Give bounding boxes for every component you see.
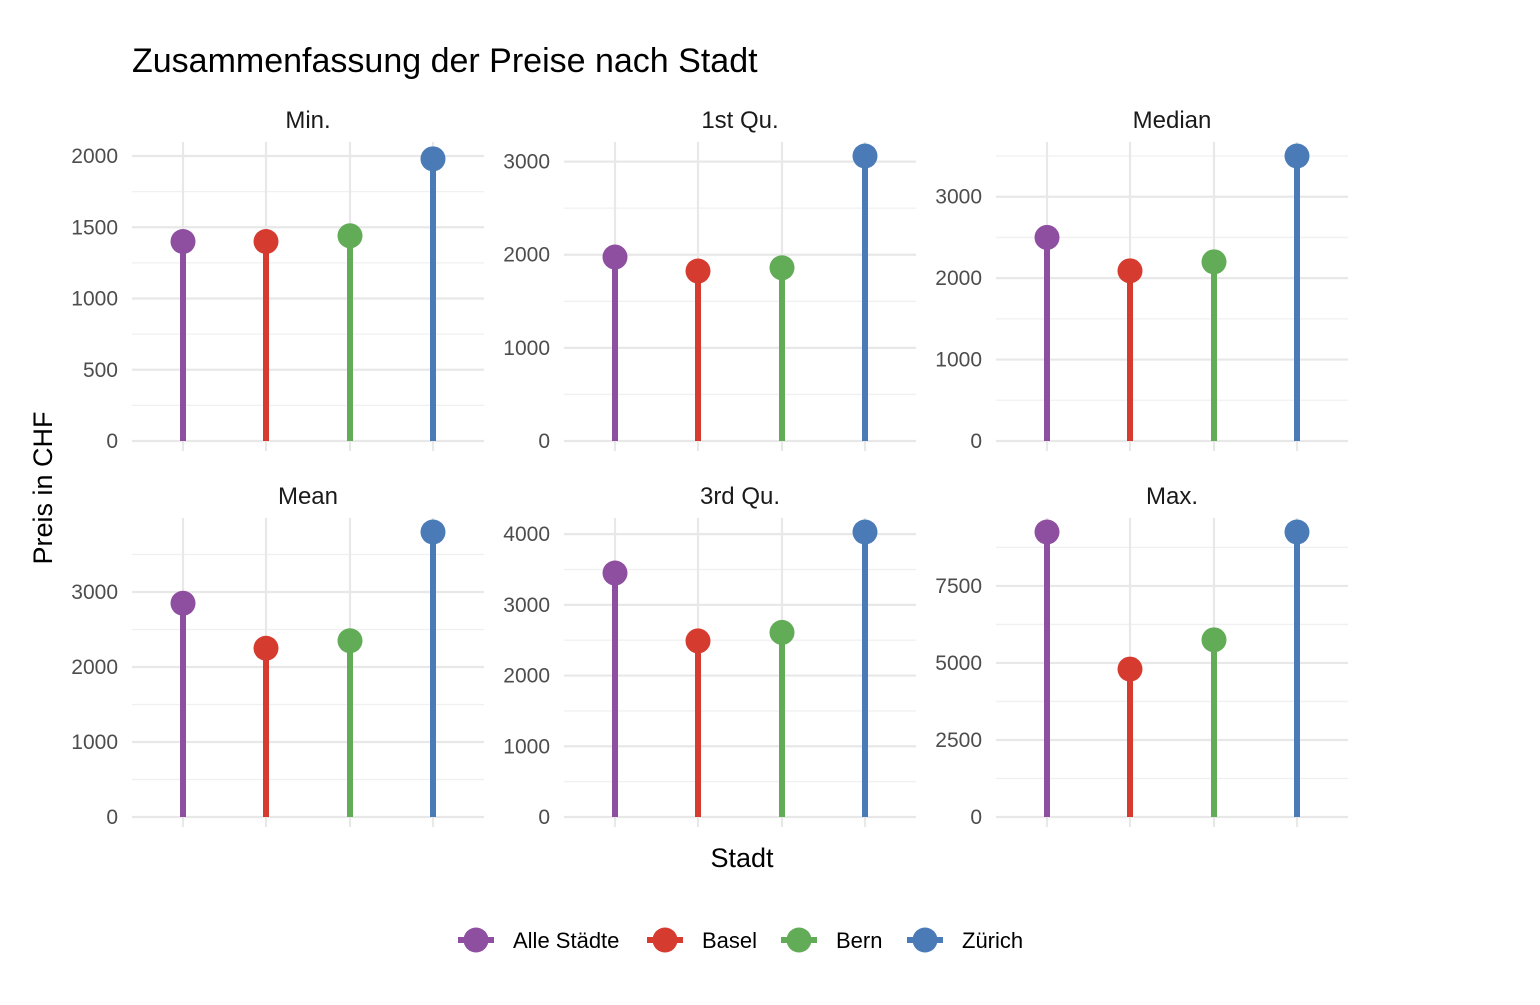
y-tick-label: 5000 bbox=[935, 652, 982, 675]
lollipop-point-zuerich bbox=[1284, 143, 1310, 169]
y-tick-label: 1000 bbox=[71, 288, 118, 311]
facet-label-min: Min. bbox=[285, 107, 330, 134]
lollipop-point-zuerich bbox=[852, 143, 878, 169]
lollipop-point-bern bbox=[1201, 249, 1227, 275]
legend-label: Bern bbox=[836, 928, 882, 953]
lollipop-point-bern bbox=[337, 628, 363, 654]
lollipop-point-bern bbox=[769, 619, 795, 645]
legend-key-point bbox=[463, 927, 489, 953]
legend-item-bern: Bern bbox=[781, 927, 882, 953]
y-tick-label: 2000 bbox=[71, 145, 118, 168]
facet-panels: Min. 0 500 1000 1500 2000 1st Qu. 0 1000 2000 3000… bbox=[71, 107, 1348, 829]
lollipop-point-alle-staedte bbox=[170, 229, 196, 254]
legend-key-point bbox=[652, 927, 678, 953]
lollipop-point-basel bbox=[685, 628, 711, 654]
lollipop-point-zuerich bbox=[420, 519, 446, 545]
lollipop-point-basel bbox=[253, 229, 279, 254]
y-tick-label: 1000 bbox=[71, 731, 118, 754]
facet-label-1st-qu: 1st Qu. bbox=[701, 107, 778, 134]
facet-panel-min: Min. 0 500 1000 1500 2000 bbox=[71, 107, 484, 453]
lollipop-point-basel bbox=[1117, 258, 1143, 284]
legend-key-point bbox=[786, 927, 812, 953]
y-tick-label: 2000 bbox=[71, 656, 118, 679]
chart-title: Zusammenfassung der Preise nach Stadt bbox=[132, 42, 758, 80]
y-tick-label: 1000 bbox=[503, 337, 550, 360]
y-tick-label: 500 bbox=[83, 359, 118, 382]
lollipop-point-basel bbox=[1117, 656, 1143, 682]
y-tick-label: 3000 bbox=[71, 581, 118, 604]
legend-key-point bbox=[912, 927, 938, 953]
lollipop-point-alle-staedte bbox=[602, 560, 628, 586]
y-tick-label: 0 bbox=[538, 430, 550, 453]
facet-panel-1st-qu: 1st Qu. 0 1000 2000 3000 bbox=[503, 107, 916, 453]
y-tick-label: 0 bbox=[106, 806, 118, 829]
lollipop-point-basel bbox=[253, 635, 279, 661]
lollipop-point-alle-staedte bbox=[1034, 519, 1060, 545]
lollipop-point-bern bbox=[769, 255, 795, 281]
legend-label: Basel bbox=[702, 928, 757, 953]
y-tick-label: 4000 bbox=[503, 523, 550, 546]
y-tick-label: 1000 bbox=[935, 349, 982, 372]
y-tick-label: 1500 bbox=[71, 216, 118, 239]
legend-label: Zürich bbox=[962, 928, 1023, 953]
facet-label-mean: Mean bbox=[278, 483, 338, 510]
facet-panel-median: Median 0 1000 2000 3000 bbox=[935, 107, 1348, 453]
y-tick-label: 0 bbox=[538, 806, 550, 829]
legend-label: Alle Städte bbox=[513, 928, 619, 953]
facet-label-max: Max. bbox=[1146, 483, 1198, 510]
y-tick-label: 0 bbox=[106, 430, 118, 453]
legend-item-zuerich: Zürich bbox=[907, 927, 1023, 953]
y-tick-label: 2000 bbox=[503, 665, 550, 688]
lollipop-point-zuerich bbox=[420, 146, 446, 172]
lollipop-point-basel bbox=[685, 258, 711, 284]
legend-item-alle-staedte: Alle Städte bbox=[458, 927, 619, 953]
x-axis-title: Stadt bbox=[710, 843, 774, 873]
facet-label-median: Median bbox=[1133, 107, 1212, 134]
facet-panel-max: Max. 0 2500 5000 7500 bbox=[935, 483, 1348, 829]
y-tick-label: 3000 bbox=[935, 186, 982, 209]
legend: Alle Städte Basel Bern Zürich bbox=[458, 927, 1023, 953]
facet-label-3rd-qu: 3rd Qu. bbox=[700, 483, 780, 510]
y-tick-label: 2000 bbox=[503, 244, 550, 267]
y-tick-label: 1000 bbox=[503, 735, 550, 758]
lollipop-point-bern bbox=[1201, 627, 1227, 653]
y-tick-label: 2500 bbox=[935, 729, 982, 752]
y-tick-label: 0 bbox=[970, 806, 982, 829]
legend-item-basel: Basel bbox=[647, 927, 757, 953]
y-tick-label: 3000 bbox=[503, 594, 550, 617]
y-tick-label: 2000 bbox=[935, 267, 982, 290]
lollipop-point-alle-staedte bbox=[602, 244, 628, 270]
lollipop-point-alle-staedte bbox=[170, 590, 196, 616]
lollipop-point-bern bbox=[337, 223, 363, 249]
lollipop-point-alle-staedte bbox=[1034, 224, 1060, 250]
facet-panel-3rd-qu: 3rd Qu. 0 1000 2000 3000 4000 bbox=[503, 483, 916, 829]
y-tick-label: 3000 bbox=[503, 151, 550, 174]
y-axis-title: Preis in CHF bbox=[28, 411, 58, 564]
lollipop-point-zuerich bbox=[852, 519, 878, 545]
y-tick-label: 0 bbox=[970, 430, 982, 453]
y-tick-label: 7500 bbox=[935, 575, 982, 598]
lollipop-point-zuerich bbox=[1284, 519, 1310, 545]
facet-panel-mean: Mean 0 1000 2000 3000 bbox=[71, 483, 484, 829]
